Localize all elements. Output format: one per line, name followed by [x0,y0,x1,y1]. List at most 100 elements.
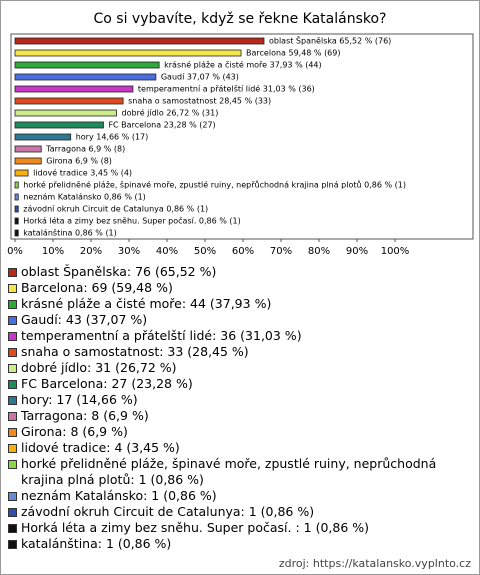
value-label: Gaudí 37,07 % (43) [161,73,239,82]
legend-item: závodní okruh Circuit de Catalunya: 1 (0… [7,504,469,520]
bar [14,121,104,129]
bar [14,73,157,81]
legend-item: dobré jídlo: 31 (26,72 %) [7,360,469,376]
chart-title: Co si vybavíte, když se řekne Katalánsko… [93,11,386,27]
legend-label: Horká léta a zimy bez sněhu. Super počas… [21,520,370,535]
legend-item: Gaudí: 43 (37,07 %) [7,312,469,328]
value-label: hory 14,66 % (17) [76,133,149,142]
chart: Co si vybavíte, když se řekne Katalánsko… [7,11,474,257]
bar [14,145,42,153]
bar [14,49,242,57]
legend-swatch [8,300,17,309]
legend-label: závodní okruh Circuit de Catalunya: 1 (0… [21,504,315,519]
bar [14,37,265,45]
value-label: Girona 6,9 % (8) [46,157,112,166]
legend-item: neznám Katalánsko: 1 (0,86 %) [7,488,469,504]
legend-label: snaha o samostatnost: 33 (28,45 %) [21,344,249,359]
bar [14,97,124,105]
legend-label: oblast Španělska: 76 (65,52 %) [21,264,217,279]
legend-swatch [8,316,17,325]
value-label: krásné pláže a čisté moře 37,93 % (44) [164,60,322,70]
legend-swatch [8,268,17,277]
legend-label: Tarragona: 8 (6,9 %) [21,408,149,423]
legend-label: FC Barcelona: 27 (23,28 %) [21,376,193,391]
value-label: katalánština 0,86 % (1) [23,228,117,238]
source: zdroj: https://katalansko.vyplnto.cz [278,557,471,570]
legend-label: horké přelidněné pláže, špinavé moře, zp… [21,456,437,487]
value-label: Tarragona 6,9 % (8) [45,145,125,154]
x-tick-label: 90% [346,246,368,257]
legend-swatch [8,364,17,373]
value-label: dobré jídlo 26,72 % (31) [122,108,219,118]
legend-label: Barcelona: 69 (59,48 %) [21,280,173,295]
legend-label: Girona: 8 (6,9 %) [21,424,128,439]
legend-swatch [8,540,17,549]
x-tick-label: 60% [232,246,254,257]
value-label: horké přelidněné pláže, špinavé moře, zp… [23,180,406,190]
legend-label: katalánština: 1 (0,86 %) [21,536,172,551]
legend-label: krásné pláže a čisté moře: 44 (37,93 %) [21,296,272,311]
bar [14,85,134,93]
legend-item: Girona: 8 (6,9 %) [7,424,469,440]
value-label: FC Barcelona 23,28 % (27) [108,121,215,130]
legend-label: lidové tradice: 4 (3,45 %) [21,440,180,455]
legend-swatch [8,284,17,293]
bar [14,133,72,141]
bar [14,193,19,201]
x-tick-label: 10% [42,246,64,257]
bar [14,229,19,237]
value-label: Horká léta a zimy bez sněhu. Super počas… [23,216,241,226]
value-label: závodní okruh Circuit de Catalunya 0,86 … [23,205,208,214]
legend-item: katalánština: 1 (0,86 %) [7,536,469,552]
value-label: oblast Španělska 65,52 % (76) [269,35,391,46]
bar [14,205,19,213]
legend-swatch [8,492,17,501]
legend-item: lidové tradice: 4 (3,45 %) [7,440,469,456]
legend-item: Horká léta a zimy bez sněhu. Super počas… [7,520,469,536]
legend-swatch [8,444,17,453]
x-tick-label: 0% [7,246,23,257]
legend-swatch [8,412,17,421]
legend-label: hory: 17 (14,66 %) [21,392,138,407]
x-tick-label: 80% [308,246,330,257]
x-tick-label: 100% [381,246,410,257]
x-tick-label: 40% [156,246,178,257]
bar [14,169,29,177]
legend-label: dobré jídlo: 31 (26,72 %) [21,360,177,375]
legend-label: neznám Katalánsko: 1 (0,86 %) [21,488,217,503]
bar [14,109,117,117]
value-label: Barcelona 59,48 % (69) [246,49,340,58]
legend-swatch [8,508,17,517]
legend-swatch [8,460,17,469]
legend: oblast Španělska: 76 (65,52 %) Barcelona:… [7,264,469,552]
x-tick-label: 50% [194,246,216,257]
legend-item: hory: 17 (14,66 %) [7,392,469,408]
legend-label: temperamentní a přátelští lidé: 36 (31,0… [21,328,302,343]
bar [14,181,19,189]
x-tick-label: 70% [270,246,292,257]
value-label: temperamentní a přátelští lidé 31,03 % (… [138,84,315,94]
legend-item: snaha o samostatnost: 33 (28,45 %) [7,344,469,360]
legend-swatch [8,524,17,533]
legend-item: Barcelona: 69 (59,48 %) [7,280,469,296]
value-label: lidové tradice 3,45 % (4) [33,168,132,178]
bar [14,61,160,69]
legend-item: FC Barcelona: 27 (23,28 %) [7,376,469,392]
legend-swatch [8,380,17,389]
bar [14,157,42,165]
legend-swatch [8,348,17,357]
x-tick-label: 20% [80,246,102,257]
legend-item: Tarragona: 8 (6,9 %) [7,408,469,424]
legend-swatch [8,332,17,341]
legend-label: Gaudí: 43 (37,07 %) [21,312,148,327]
value-label: neznám Katalánsko 0,86 % (1) [23,193,146,202]
legend-item: krásné pláže a čisté moře: 44 (37,93 %) [7,296,469,312]
legend-swatch [8,396,17,405]
legend-item: horké přelidněné pláže, špinavé moře, zp… [7,456,469,488]
bar [14,217,19,225]
value-label: snaha o samostatnost 28,45 % (33) [128,97,271,106]
legend-item: temperamentní a přátelští lidé: 36 (31,0… [7,328,469,344]
legend-swatch [8,428,17,437]
x-tick-label: 30% [118,246,140,257]
